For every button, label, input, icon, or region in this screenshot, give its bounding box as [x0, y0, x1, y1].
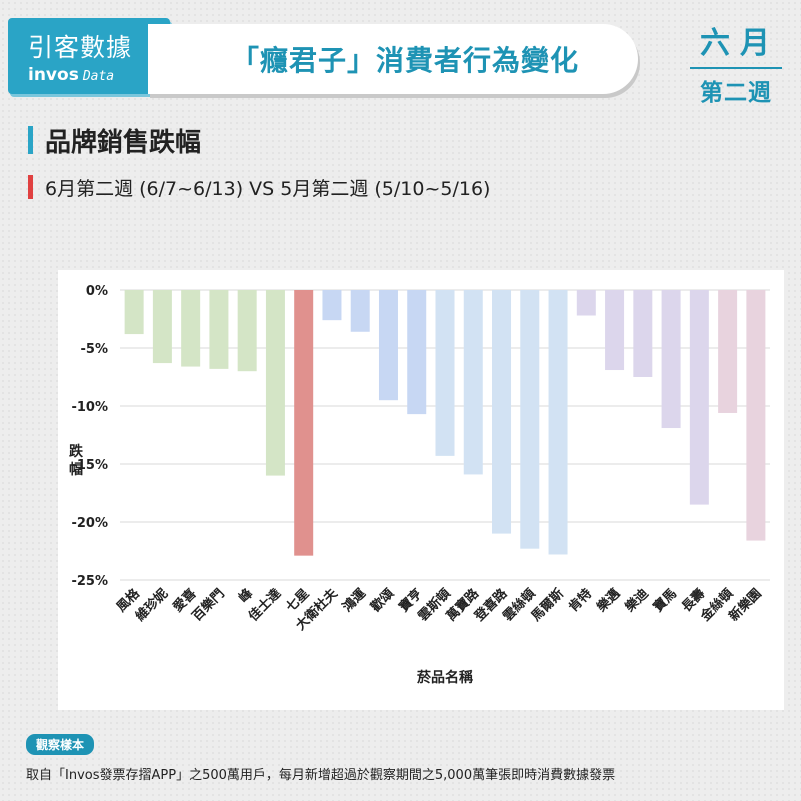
bar — [605, 290, 625, 371]
x-tick-label: 新樂園 — [726, 586, 765, 625]
logo-title: 引客數據 — [28, 33, 133, 62]
logo-suffix: Data — [82, 69, 115, 84]
sample-badge: 觀察樣本 — [26, 734, 95, 755]
x-tick-label: 肯特 — [565, 586, 595, 616]
bar — [548, 290, 568, 555]
subheading-accent-bar — [28, 175, 33, 199]
bar — [492, 290, 512, 534]
bar — [181, 290, 201, 367]
bar — [294, 290, 314, 556]
bar — [661, 290, 681, 429]
y-tick-label: -15% — [71, 458, 108, 473]
x-tick-label: 歡頌 — [368, 586, 398, 616]
y-tick-label: -5% — [81, 342, 108, 357]
bar — [124, 290, 144, 335]
bar — [407, 290, 427, 415]
x-tick-label: 寶馬 — [650, 586, 680, 616]
period-month: 六月 — [700, 26, 780, 61]
sub-heading: 6月第二週 (6/7~6/13) VS 5月第二週 (5/10~5/16) — [28, 174, 490, 200]
bar — [209, 290, 229, 369]
period-divider — [690, 67, 782, 69]
x-tick-label: 樂迪 — [622, 586, 652, 616]
logo-brand: invos — [28, 65, 79, 85]
x-tick-label: 峰 — [235, 585, 256, 606]
y-tick-label: 0% — [86, 284, 108, 299]
sample-description: 取自「Invos發票存摺APP」之500萬用戶，每月新增超過於觀察期間之5,00… — [26, 768, 616, 783]
bar — [689, 290, 709, 505]
bar — [435, 290, 455, 456]
bar — [237, 290, 257, 372]
x-tick-label: 樂邁 — [594, 586, 624, 616]
y-axis-label: 跌 — [69, 444, 84, 460]
x-tick-label: 百樂門 — [189, 586, 228, 625]
x-tick-label: 鴻運 — [339, 586, 369, 616]
heading-accent-bar — [28, 126, 33, 154]
bar — [576, 290, 596, 316]
period-week: 第二週 — [700, 80, 772, 106]
section-title: 品牌銷售跌幅 — [45, 127, 202, 158]
page-title: 「癮君子」消費者行為變化 — [230, 44, 579, 77]
y-tick-label: -10% — [71, 400, 108, 415]
bar — [520, 290, 540, 549]
bar — [350, 290, 370, 332]
bar — [718, 290, 738, 413]
brand-logo: 引客數據 invos Data — [8, 18, 170, 94]
comparison-period: 6月第二週 (6/7~6/13) VS 5月第二週 (5/10~5/16) — [45, 177, 491, 200]
x-tick-label: 佳士達 — [245, 586, 284, 625]
bar — [746, 290, 766, 541]
x-tick-label: 馬爾斯 — [528, 586, 567, 625]
y-tick-label: -20% — [71, 516, 108, 531]
period-badge: 六月 第二週 — [690, 18, 782, 107]
chart-panel: 0% -5% -10% -15% -20% -25% 跌幅風格 維珍妮 愛喜 百樂門峰佳士達 七星大… — [58, 270, 784, 710]
y-tick-label: -25% — [71, 574, 108, 589]
x-tick-label: 維珍妮 — [132, 586, 171, 625]
y-axis-label: 幅 — [69, 461, 83, 478]
title-banner: 「癮君子」消費者行為變化 — [148, 24, 638, 94]
x-axis-label: 菸品名稱 — [417, 669, 473, 686]
logo-wordmark: invos Data — [28, 65, 114, 85]
bar — [152, 290, 172, 364]
bar — [633, 290, 653, 377]
bar — [378, 290, 398, 401]
bar — [265, 290, 285, 476]
section-heading: 品牌銷售跌幅 — [28, 124, 202, 158]
bar — [322, 290, 342, 321]
bar — [463, 290, 483, 475]
